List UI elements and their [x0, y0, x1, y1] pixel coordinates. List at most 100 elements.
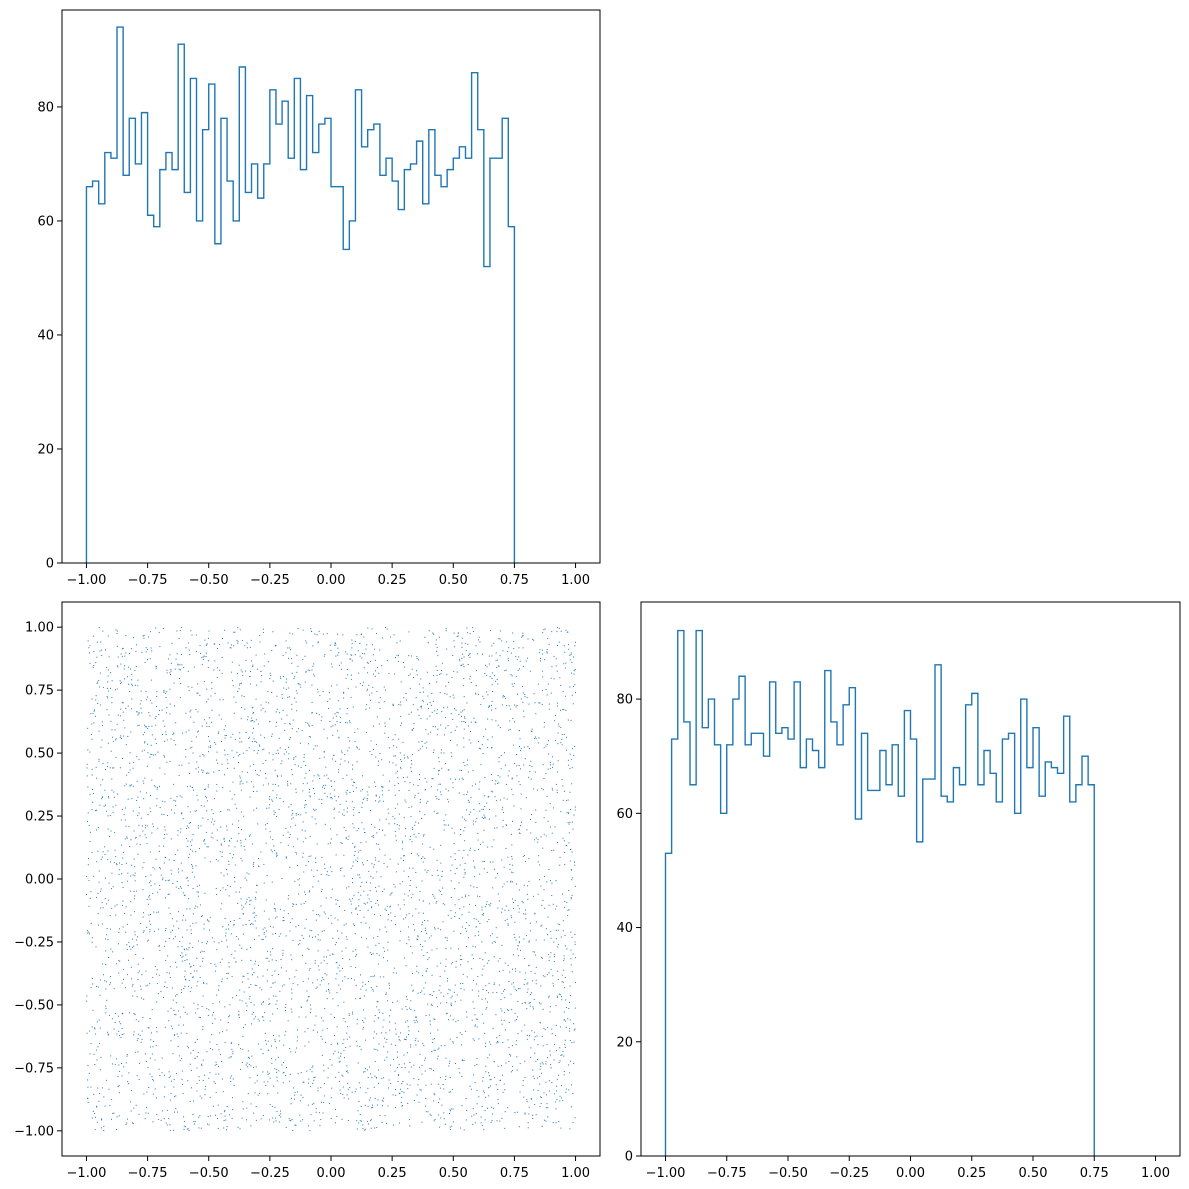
scatter-point [305, 812, 307, 814]
scatter-point [221, 978, 223, 980]
scatter-point [131, 864, 133, 866]
scatter-point [331, 1087, 333, 1089]
scatter-point [261, 989, 263, 991]
scatter-point [124, 819, 126, 821]
scatter-point [439, 1077, 441, 1079]
scatter-point [262, 1016, 264, 1018]
scatter-point [524, 1113, 526, 1115]
scatter-point [424, 927, 426, 929]
scatter-point [198, 1016, 200, 1018]
scatter-point [194, 1012, 196, 1014]
scatter-point [540, 1103, 542, 1105]
scatter-point [542, 900, 544, 902]
scatter-point [454, 1062, 456, 1064]
scatter-point [103, 805, 105, 807]
scatter-point [372, 654, 374, 656]
scatter-point [145, 699, 147, 701]
scatter-point [478, 636, 480, 638]
scatter-point [488, 1075, 490, 1077]
scatter-point [150, 880, 152, 882]
scatter-point [448, 988, 450, 990]
scatter-point [541, 653, 543, 655]
scatter-point [265, 773, 267, 775]
scatter-point [202, 753, 204, 755]
scatter-point [165, 879, 167, 881]
scatter-point [289, 1073, 291, 1075]
scatter-point [125, 1062, 127, 1064]
scatter-point [396, 654, 398, 656]
scatter-point [122, 647, 124, 649]
scatter-point [550, 952, 552, 954]
scatter-point [399, 1040, 401, 1042]
scatter-point [276, 1000, 278, 1002]
scatter-point [98, 758, 100, 760]
scatter-point [537, 1089, 539, 1091]
scatter-point [242, 674, 244, 676]
scatter-point [226, 759, 228, 761]
scatter-point [419, 1066, 421, 1068]
scatter-point [202, 817, 204, 819]
scatter-point [547, 768, 549, 770]
scatter-point [201, 942, 203, 944]
scatter-point [541, 690, 543, 692]
scatter-point [300, 1120, 302, 1122]
scatter-point [437, 728, 439, 730]
scatter-point [530, 760, 532, 762]
scatter-point [170, 670, 172, 672]
scatter-point [461, 1105, 463, 1107]
scatter-point [95, 896, 97, 898]
scatter-point [203, 840, 205, 842]
scatter-point [418, 1078, 420, 1080]
scatter-point [431, 949, 433, 951]
scatter-point [171, 987, 173, 989]
scatter-point [484, 776, 486, 778]
scatter-point [173, 1086, 175, 1088]
scatter-point [548, 740, 549, 742]
scatter-point [541, 1035, 543, 1037]
scatter-point [151, 734, 153, 736]
scatter-point [351, 882, 353, 884]
scatter-point [521, 901, 523, 903]
scatter-point [223, 875, 225, 877]
scatter-point [111, 702, 113, 704]
scatter-point [285, 1075, 287, 1077]
scatter-point [249, 646, 251, 648]
scatter-point [350, 965, 352, 967]
scatter-point [302, 1081, 304, 1083]
scatter-point [127, 1118, 129, 1120]
scatter-point [163, 996, 165, 998]
scatter-point [535, 809, 537, 811]
scatter-point [218, 942, 220, 944]
scatter-point [254, 920, 256, 922]
scatter-point [196, 761, 198, 763]
scatter-point [375, 1049, 377, 1051]
scatter-point [378, 1011, 380, 1013]
scatter-point [358, 748, 360, 750]
scatter-point [159, 888, 161, 890]
scatter-point [396, 770, 398, 772]
scatter-point [501, 911, 503, 913]
scatter-point [552, 982, 554, 984]
scatter-point [149, 631, 151, 633]
scatter-point [334, 1050, 336, 1052]
scatter-point [305, 764, 307, 766]
scatter-point [231, 1048, 233, 1050]
scatter-point [291, 769, 293, 771]
scatter-point [358, 672, 360, 674]
scatter-point [491, 645, 493, 647]
scatter-point [304, 893, 306, 895]
scatter-point [138, 724, 140, 726]
scatter-point [232, 1051, 234, 1053]
scatter-point [191, 839, 193, 841]
scatter-point [518, 908, 520, 910]
scatter-point [471, 1088, 473, 1090]
scatter-point [542, 676, 544, 678]
scatter-point [187, 806, 189, 808]
scatter-point [216, 893, 218, 895]
scatter-point [565, 709, 567, 711]
scatter-point [330, 1044, 332, 1046]
scatter-point [338, 1057, 340, 1059]
scatter-point [292, 983, 294, 985]
scatter-point [249, 903, 251, 905]
